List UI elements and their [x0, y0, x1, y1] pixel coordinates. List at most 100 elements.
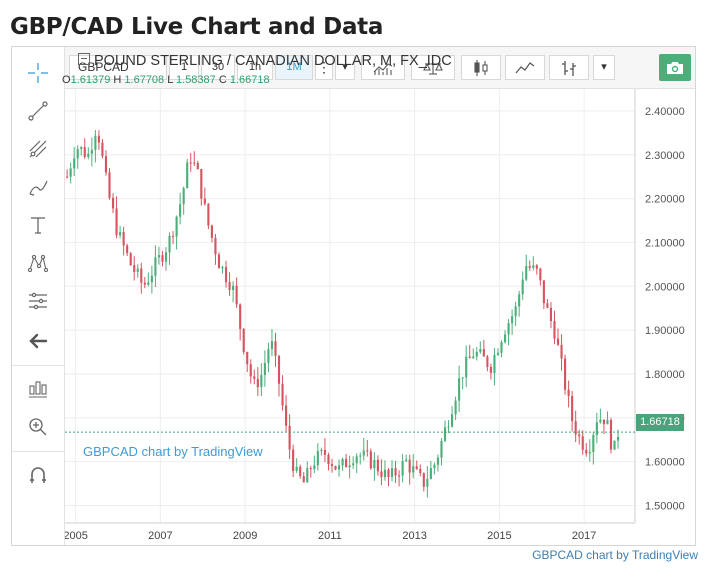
y-tick-label: 1.80000: [645, 369, 685, 381]
magnet-icon[interactable]: [24, 461, 52, 489]
candle-body: [341, 458, 344, 466]
indicators-button[interactable]: [361, 55, 405, 80]
candle-body: [136, 268, 139, 272]
candle-body: [221, 267, 224, 269]
candles-icon: [474, 60, 488, 76]
candle-body: [260, 375, 263, 388]
chart-type-dropdown-button[interactable]: ▾: [593, 55, 615, 80]
area-chart-button[interactable]: [505, 55, 545, 80]
candle-body: [235, 285, 238, 305]
candle-body: [564, 358, 567, 390]
candle-body: [348, 465, 351, 468]
candle-body: [355, 456, 358, 464]
trend-line-icon[interactable]: [24, 97, 52, 125]
candle-body: [511, 316, 514, 324]
candle-body: [133, 265, 136, 272]
price-chart[interactable]: 2.40000 2.30000 2.20000 2.10000 2.00000 1.900…: [65, 89, 695, 545]
candle-body: [119, 232, 122, 236]
interval-1m-button[interactable]: 1: [169, 55, 199, 80]
back-arrow-icon-svg: [29, 333, 48, 349]
chart-widget: GBPCAD 1 30 1h 1M ⋮ ▾ ▾ 2.40000 2.30000 2.…: [11, 46, 696, 546]
pitchfork-icon[interactable]: [24, 135, 52, 163]
y-tick-label: 2.10000: [645, 237, 685, 249]
last-price-label: 1.66718: [636, 414, 684, 431]
close-label: C: [218, 74, 227, 86]
candle-body: [539, 268, 542, 281]
text-tool-icon-svg: [31, 217, 45, 234]
interval-1month-button[interactable]: 1M: [275, 55, 313, 80]
candle-body: [359, 455, 362, 457]
candle-body: [330, 464, 334, 466]
measure-icon[interactable]: [24, 375, 52, 403]
crosshair-icon[interactable]: [24, 59, 52, 87]
candle-body: [161, 255, 164, 262]
candle-body: [323, 449, 326, 455]
x-tick-label: 2005: [65, 530, 88, 542]
candle-body: [518, 294, 521, 307]
candle-body: [337, 465, 341, 470]
candle-body: [401, 461, 404, 476]
candle-body: [482, 349, 485, 357]
candle-body: [274, 341, 277, 356]
candle-body: [281, 383, 284, 406]
candle-body: [111, 197, 115, 209]
y-tick-label: 1.50000: [645, 500, 685, 512]
candle-body: [461, 377, 464, 379]
page-title: GBP/CAD Live Chart and Data: [10, 14, 384, 40]
back-arrow-icon[interactable]: [24, 327, 52, 355]
candles-button[interactable]: [461, 55, 501, 80]
interval-dropdown-button[interactable]: ▾: [335, 55, 355, 80]
candle-body: [154, 257, 157, 276]
measure-icon-svg: [29, 381, 47, 398]
candle-body: [143, 282, 146, 285]
candle-body: [186, 162, 189, 189]
candle-body: [189, 162, 192, 164]
pattern-icon-svg: [27, 254, 49, 273]
candle-body: [253, 376, 256, 379]
interval-1h-button[interactable]: 1h: [237, 55, 273, 80]
footer-credit-link[interactable]: GBPCAD chart by TradingView: [532, 548, 698, 562]
legend-title: POUND STERLING / CANADIAN DOLLAR, M, FX_…: [78, 53, 452, 69]
brush-icon[interactable]: [24, 173, 52, 201]
crosshair-icon-svg: [28, 63, 48, 83]
candle-body: [203, 198, 206, 204]
candle-body: [503, 334, 507, 343]
candle-body: [270, 341, 274, 350]
ohlc-values: O1.61379 H 1.67708 L 1.58387 C 1.66718: [62, 74, 270, 86]
candle-body: [129, 253, 132, 266]
candle-body: [454, 400, 457, 415]
symbol-description: POUND STERLING / CANADIAN DOLLAR, M, FX_…: [94, 53, 452, 69]
symbol-input[interactable]: GBPCAD: [69, 55, 167, 80]
candle-body: [560, 344, 563, 359]
candle-body: [200, 169, 203, 199]
candle-body: [585, 449, 588, 454]
pattern-icon[interactable]: [24, 249, 52, 277]
candle-body: [288, 425, 291, 450]
candle-body: [168, 235, 171, 253]
text-tool-icon[interactable]: [24, 211, 52, 239]
x-tick-label: 2015: [487, 530, 511, 542]
candle-body: [147, 282, 150, 285]
interval-30m-button[interactable]: 30: [201, 55, 235, 80]
candle-body: [443, 427, 447, 441]
chart-watermark[interactable]: GBPCAD chart by TradingView: [83, 444, 263, 459]
candle-body: [242, 328, 245, 353]
zoom-in-icon[interactable]: [24, 413, 52, 441]
x-tick-label: 2013: [402, 530, 426, 542]
collapse-icon[interactable]: [78, 53, 90, 65]
compare-button[interactable]: [411, 55, 455, 80]
magnet-icon-svg: [30, 467, 46, 483]
candle-body: [80, 147, 83, 150]
y-tick-label: 1.60000: [645, 457, 685, 469]
candle-body: [256, 378, 259, 388]
open-label: O: [62, 74, 71, 86]
candle-body: [479, 349, 482, 352]
more-intervals-button[interactable]: ⋮: [315, 55, 333, 80]
candle-body: [207, 203, 210, 226]
screenshot-button[interactable]: [659, 54, 691, 81]
x-tick-label: 2009: [233, 530, 257, 542]
scales-icon: [423, 62, 443, 75]
candle-body: [73, 158, 76, 169]
fib-icon[interactable]: [24, 287, 52, 315]
bars-button[interactable]: [549, 55, 589, 80]
